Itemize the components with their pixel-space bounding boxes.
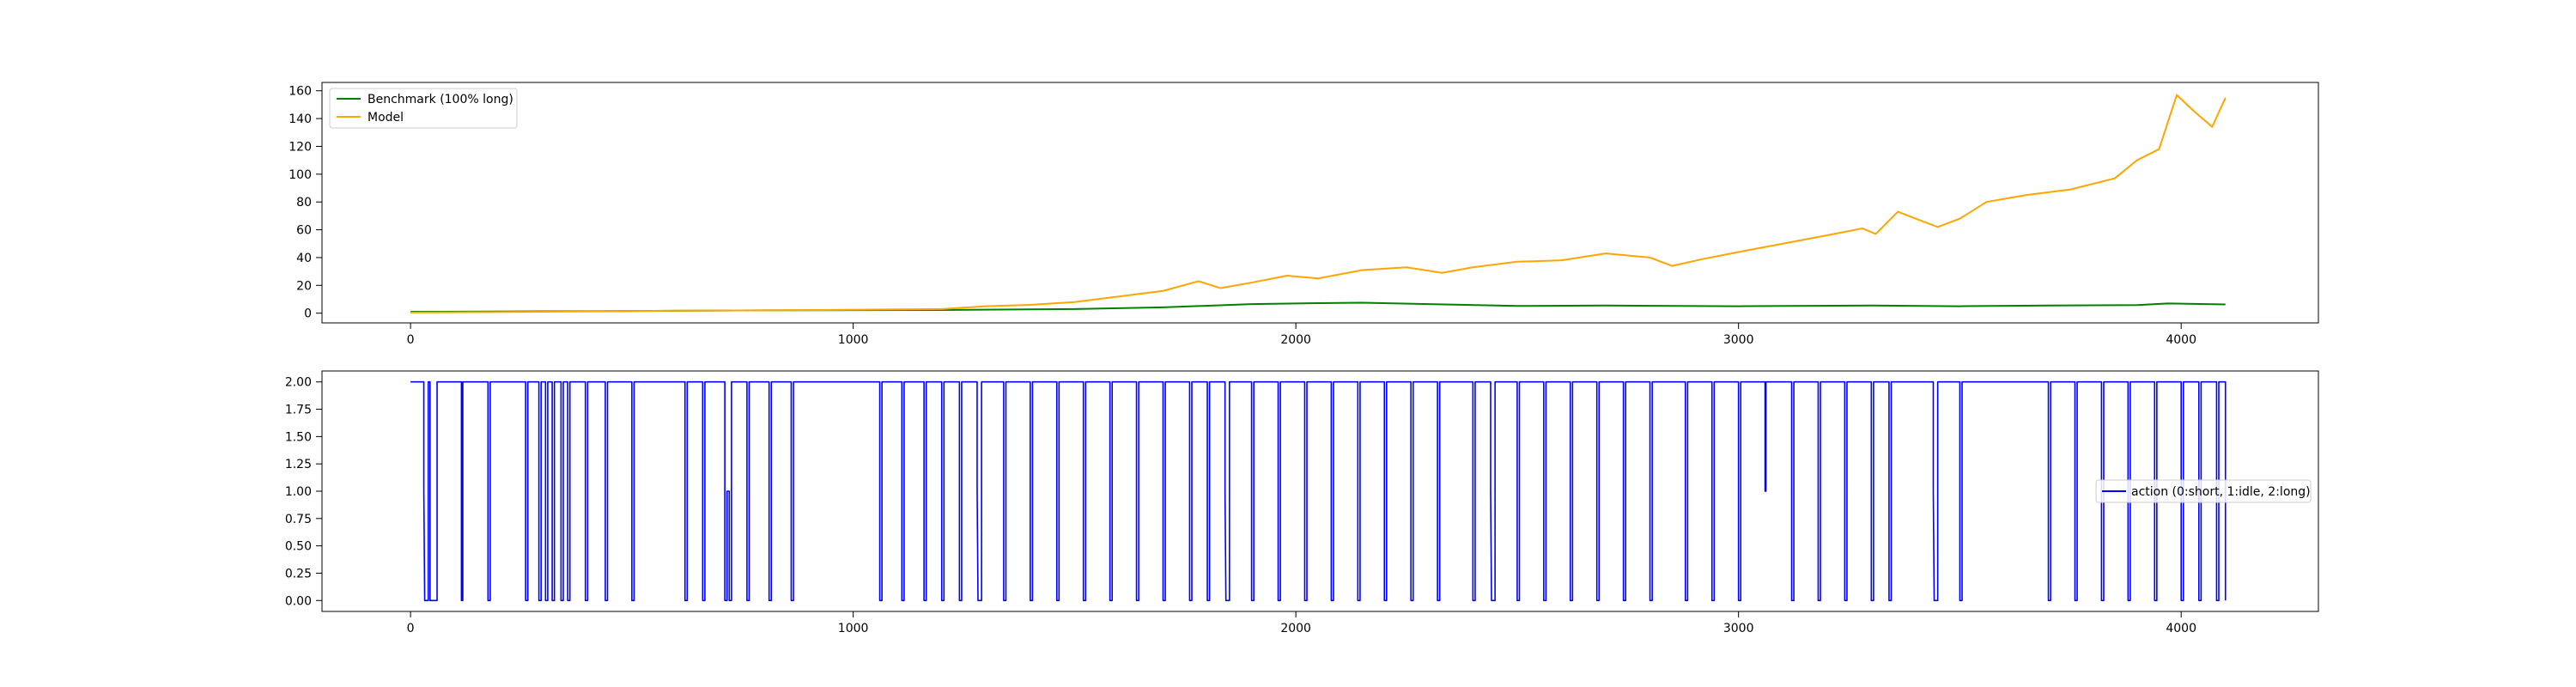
bottom-y-tick-label: 1.50: [285, 430, 312, 444]
bottom-legend-box: [2095, 479, 2312, 503]
bottom-y-tick-label: 0.75: [285, 513, 312, 526]
series-line-action-0-short-1-idle-2-long: [410, 380, 2227, 602]
top-y-tick-label: 160: [289, 85, 312, 99]
top-x-tick-label: 0: [407, 333, 415, 347]
bottom-x-tick-label: 0: [407, 622, 415, 635]
bottom-y-tick-label: 0.50: [285, 540, 312, 554]
top-y-tick-label: 140: [289, 112, 312, 126]
top-series-lines: [410, 94, 2227, 313]
bottom-plot-frame: [321, 370, 2319, 612]
top-y-tick-label: 20: [296, 279, 312, 293]
top-x-tick-label: 4000: [2166, 333, 2196, 347]
bottom-y-tick-label: 1.00: [285, 485, 312, 499]
top-legend: Benchmark (100% long) Model: [329, 88, 518, 129]
top-y-tick-label: 80: [296, 196, 312, 210]
series-line-model: [410, 94, 2227, 313]
bottom-y-tick-label: 0.00: [285, 594, 312, 608]
bottom-series-lines: [410, 380, 2227, 602]
bottom-y-tick-label: 1.25: [285, 458, 312, 471]
top-x-axis-ticks: 0 1000 2000 3000 4000: [407, 323, 2196, 347]
top-y-axis-ticks: 0 20 40 60 80 100 120 140 160: [289, 85, 322, 321]
bottom-x-tick-label: 4000: [2166, 622, 2196, 635]
series-line-benchmark-100-long: [410, 301, 2226, 313]
top-y-tick-label: 60: [296, 224, 312, 238]
top-y-tick-label: 100: [289, 168, 312, 182]
bottom-x-tick-label: 1000: [838, 622, 869, 635]
bottom-y-tick-label: 0.25: [285, 567, 312, 581]
top-x-tick-label: 1000: [838, 333, 869, 347]
top-legend-box: [329, 88, 518, 129]
top-y-tick-label: 40: [296, 252, 312, 265]
bottom-x-tick-label: 3000: [1723, 622, 1754, 635]
top-plot-frame: [321, 82, 2319, 324]
top-x-tick-label: 3000: [1723, 333, 1754, 347]
bottom-y-tick-label: 1.75: [285, 404, 312, 417]
legend-label-model: Model: [368, 111, 404, 125]
legend-label-action: action (0:short, 1:idle, 2:long): [2131, 485, 2311, 499]
top-subplot: 0 1000 2000 3000 4000 020406080100120140160 …: [289, 82, 2319, 347]
bottom-x-axis-ticks: 0 1000 2000 3000 4000: [407, 611, 2196, 635]
bottom-x-tick-label: 2000: [1280, 622, 1311, 635]
top-x-tick-label: 2000: [1280, 333, 1311, 347]
bottom-legend: action (0:short, 1:idle, 2:long): [2095, 479, 2312, 503]
legend-label-benchmark: Benchmark (100% long): [368, 93, 513, 106]
bottom-y-axis-ticks: 0.00 0.25 0.50 0.75 1.00 1.25 1.50 1.75 2.00: [285, 376, 322, 608]
bottom-subplot: 0 1000 2000 3000 4000 0.00 0.25 0.50 0.75 1.00 1.…: [285, 370, 2319, 635]
bottom-y-tick-label: 2.00: [285, 376, 312, 390]
top-y-tick-label: 0: [304, 307, 312, 321]
top-y-tick-label: 120: [289, 140, 312, 154]
